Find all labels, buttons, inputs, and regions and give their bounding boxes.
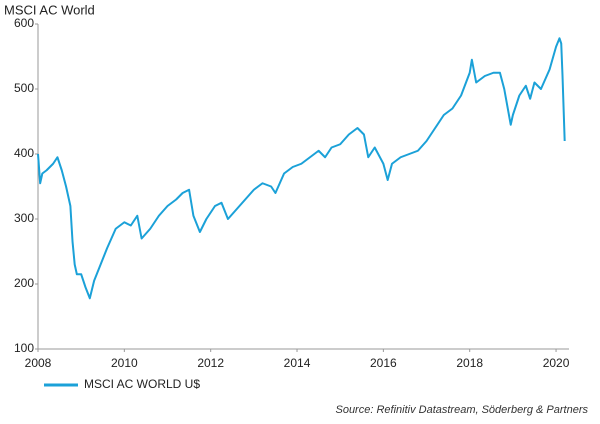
y-tick-label: 600 bbox=[14, 16, 34, 30]
x-tick-label: 2008 bbox=[25, 356, 52, 370]
x-tick-label: 2016 bbox=[370, 356, 397, 370]
x-tick-label: 2014 bbox=[284, 356, 311, 370]
x-tick-label: 2010 bbox=[111, 356, 138, 370]
legend-label: MSCI AC WORLD U$ bbox=[84, 377, 200, 391]
x-tick-label: 2012 bbox=[197, 356, 224, 370]
source-note: Source: Refinitiv Datastream, Söderberg … bbox=[335, 404, 588, 416]
chart-title: MSCI AC World bbox=[4, 2, 95, 17]
x-tick-label: 2020 bbox=[543, 356, 570, 370]
y-tick-label: 400 bbox=[14, 146, 34, 160]
y-tick-label: 100 bbox=[14, 341, 34, 355]
y-tick-label: 200 bbox=[14, 276, 34, 290]
series-line bbox=[37, 37, 566, 300]
x-tick-label: 2018 bbox=[456, 356, 483, 370]
y-tick-label: 300 bbox=[14, 211, 34, 225]
y-tick-label: 500 bbox=[14, 81, 34, 95]
